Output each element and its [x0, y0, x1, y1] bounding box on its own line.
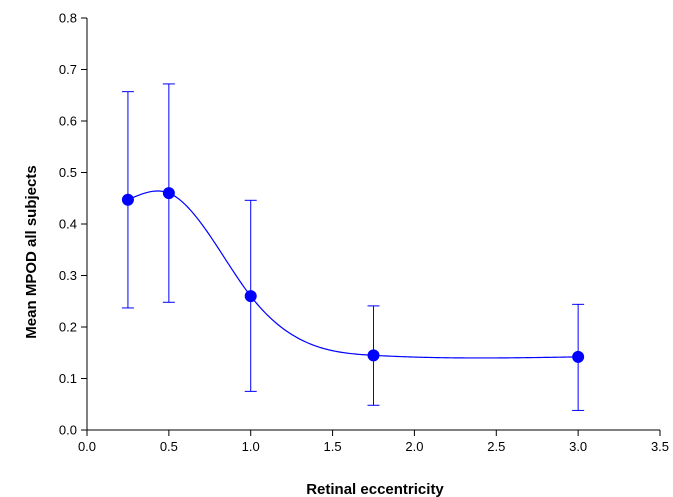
- y-tick-label: 0.1: [59, 371, 77, 386]
- y-tick-label: 0.3: [59, 268, 77, 283]
- y-tick-label: 0.2: [59, 320, 77, 335]
- y-tick-label: 0.6: [59, 114, 77, 129]
- y-tick-label: 0.8: [59, 11, 77, 26]
- data-point: [121, 193, 134, 206]
- series: [127, 190, 579, 359]
- x-tick-label: 1.0: [242, 439, 260, 454]
- x-tick-label: 1.5: [324, 439, 342, 454]
- series-line: [127, 190, 579, 359]
- x-tick-label: 2.0: [405, 439, 423, 454]
- y-axis-title: Mean MPOD all subjects: [23, 165, 40, 338]
- data-point: [244, 290, 257, 303]
- x-axis-title: Retinal eccentricity: [306, 481, 444, 497]
- points: [121, 187, 585, 363]
- ticks: 0.0 0.5 1.0 1.5 2.0 2.5 3.0 3.5 0.0 0.1 0.2 0.3 0.4 0…: [59, 11, 669, 455]
- data-point: [162, 187, 175, 200]
- x-tick-label: 0.0: [78, 439, 96, 454]
- y-tick-label: 0.5: [59, 165, 77, 180]
- data-point: [367, 349, 380, 362]
- data-point: [572, 350, 585, 363]
- y-tick-label: 0.0: [59, 423, 77, 438]
- error-bars: [121, 83, 585, 411]
- x-tick-label: 3.5: [651, 439, 669, 454]
- y-tick-label: 0.7: [59, 62, 77, 77]
- x-tick-label: 0.5: [160, 439, 178, 454]
- x-tick-label: 3.0: [569, 439, 587, 454]
- x-tick-label: 2.5: [487, 439, 505, 454]
- y-tick-label: 0.4: [59, 217, 77, 232]
